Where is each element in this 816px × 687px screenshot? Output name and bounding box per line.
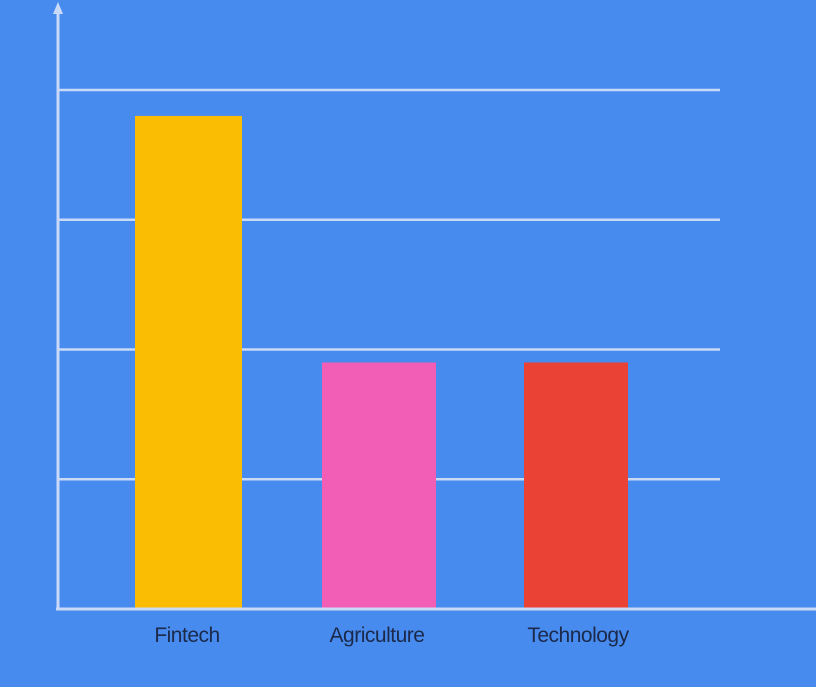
bar-fintech — [135, 115, 242, 609]
bar-technology — [524, 362, 628, 609]
x-tick-label: Technology — [527, 624, 629, 647]
x-tick-label: Fintech — [154, 624, 219, 647]
bar-agriculture — [322, 362, 436, 609]
x-tick-label: Agriculture — [330, 624, 425, 647]
category-labels: Fintech Agriculture Technology — [154, 624, 630, 647]
y-axis-arrow-icon — [53, 2, 63, 14]
bars — [135, 115, 628, 609]
axes — [53, 2, 816, 611]
